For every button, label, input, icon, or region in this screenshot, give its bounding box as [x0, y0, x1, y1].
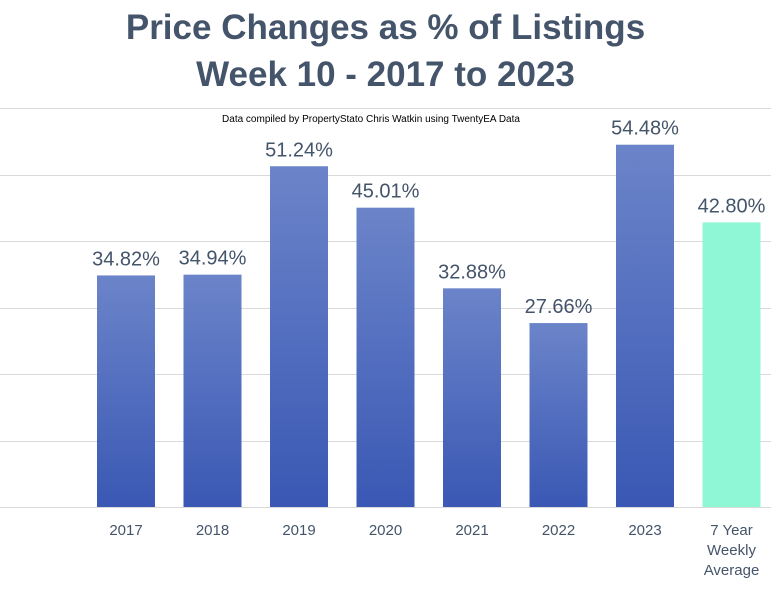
bar-3 — [356, 207, 415, 507]
x-axis-ticks: 2017 2018 2019 2020 2021 2022 2023 7 Year Weekly… — [109, 522, 759, 579]
value-label-7: 42.80% — [698, 195, 766, 217]
x-tick-label-7-2: Average — [704, 562, 760, 579]
chart-title-line-2: Week 10 - 2017 to 2023 — [196, 55, 575, 94]
value-label-0: 34.82% — [92, 248, 160, 270]
x-tick-label-0-0: 2017 — [109, 522, 142, 539]
x-tick-label-7-0: 7 Year — [710, 522, 753, 539]
x-tick-label-7-1: Weekly — [707, 542, 756, 559]
bars — [97, 144, 761, 507]
bar-5 — [529, 323, 588, 507]
chart-subtitle: Data compiled by PropertyStato Chris Wat… — [222, 114, 520, 125]
value-label-1: 34.94% — [179, 248, 247, 270]
value-label-4: 32.88% — [438, 261, 506, 283]
value-label-6: 54.48% — [611, 118, 679, 140]
x-tick-label-6-0: 2023 — [628, 522, 661, 539]
bar-6 — [616, 144, 674, 507]
x-tick-label-1-0: 2018 — [196, 522, 229, 539]
bar-1 — [183, 274, 242, 507]
value-labels: 34.82% 34.94% 51.24% 45.01% 32.88% 27.66% 54.4… — [92, 118, 766, 318]
x-tick-label-2-0: 2019 — [282, 522, 315, 539]
value-label-2: 51.24% — [265, 139, 333, 161]
bar-4 — [443, 288, 501, 507]
x-tick-label-4-0: 2021 — [455, 522, 488, 539]
bar-0 — [97, 275, 155, 507]
bar-2 — [270, 166, 328, 507]
value-label-3: 45.01% — [352, 181, 420, 203]
chart-title-line-1: Price Changes as % of Listings — [125, 8, 646, 47]
x-tick-label-5-0: 2022 — [542, 522, 575, 539]
x-tick-label-3-0: 2020 — [369, 522, 402, 539]
value-label-5: 27.66% — [525, 296, 593, 318]
bar-7 — [702, 222, 761, 507]
